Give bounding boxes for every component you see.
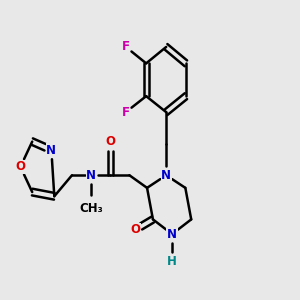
- Text: CH₃: CH₃: [79, 202, 103, 215]
- Text: N: N: [167, 228, 177, 241]
- Text: O: O: [15, 160, 26, 173]
- Text: N: N: [161, 169, 171, 182]
- Text: O: O: [130, 224, 140, 236]
- Text: N: N: [86, 169, 96, 182]
- Text: H: H: [167, 255, 177, 268]
- Text: N: N: [46, 143, 56, 157]
- Text: F: F: [122, 106, 130, 118]
- Text: F: F: [122, 40, 130, 53]
- Text: O: O: [105, 135, 115, 148]
